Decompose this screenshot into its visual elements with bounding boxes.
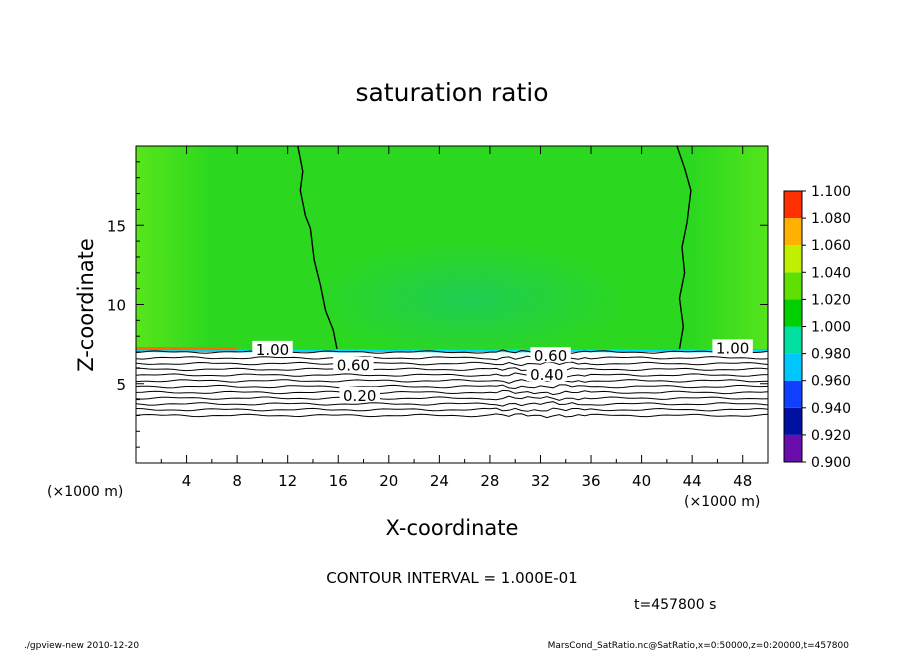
colorbar-label: 0.960	[811, 374, 851, 390]
contour-labels: 1.000.600.200.600.401.00	[252, 339, 753, 405]
x-tick-label: 28	[480, 472, 499, 490]
contour-line	[136, 401, 768, 407]
x-tick-label: 32	[531, 472, 550, 490]
x-tick-label: 48	[733, 472, 752, 490]
colorbar-label: 1.060	[811, 238, 851, 254]
plot-area: 1.000.600.200.600.401.00	[136, 146, 768, 463]
contour-label-bg	[333, 356, 374, 372]
contour-label: 1.00	[716, 339, 749, 357]
contour-1.00-right	[676, 146, 692, 350]
chart-title: saturation ratio	[355, 78, 548, 107]
x-tick-label: 44	[683, 472, 702, 490]
footer-right: MarsCond_SatRatio.nc@SatRatio,x=0:50000,…	[547, 641, 849, 651]
contour-label-bg	[530, 347, 571, 363]
x-tick-label: 12	[278, 472, 297, 490]
colorbar-swatch	[784, 380, 802, 408]
contour-line	[136, 355, 768, 361]
contour-label: 1.00	[256, 341, 289, 359]
colorbar-label: 1.080	[811, 211, 851, 227]
contour-label-bg	[252, 340, 293, 356]
y-axis: 5 10 15	[107, 161, 768, 448]
colorbar-swatch	[784, 245, 802, 273]
x-tick-label: 24	[430, 472, 449, 490]
x-tick-label: 4	[182, 472, 192, 490]
colorbar-swatch	[784, 353, 802, 381]
contour-line	[136, 361, 768, 367]
contour-label: 0.40	[530, 366, 563, 384]
colorbar-swatch	[784, 326, 802, 354]
contour-line	[136, 378, 768, 384]
colorbar-swatch	[784, 191, 802, 219]
x-tick-label: 40	[632, 472, 651, 490]
y-tick-label: 10	[107, 297, 126, 315]
colorbar-label: 1.020	[811, 292, 851, 308]
contour-line	[136, 413, 768, 419]
colorbar-swatch	[784, 218, 802, 246]
contour-label-bg	[526, 366, 567, 382]
contour-interval: CONTOUR INTERVAL = 1.000E-01	[326, 569, 577, 587]
contour-label-bg	[339, 386, 380, 402]
contour-line	[136, 367, 768, 372]
contour-line	[136, 372, 768, 378]
x-unit-left: (×1000 m)	[47, 484, 123, 500]
contour-label-bg	[712, 339, 753, 355]
x-tick-label: 16	[329, 472, 348, 490]
colorbar-swatch	[784, 272, 802, 300]
contour-line	[136, 389, 768, 396]
colorbar-label: 0.980	[811, 347, 851, 363]
x-tick-label: 20	[379, 472, 398, 490]
time-label: t=457800 s	[634, 597, 716, 613]
y-tick-label: 5	[116, 376, 126, 394]
x-tick-label: 8	[232, 472, 242, 490]
colorbar-label: 0.920	[811, 428, 851, 444]
contour-line	[136, 407, 768, 412]
colorbar-label: 0.940	[811, 401, 851, 417]
x-unit-right: (×1000 m)	[684, 494, 760, 510]
colorbar-label: 1.040	[811, 265, 851, 281]
contour-1.00-left	[297, 146, 338, 350]
contour-lines	[136, 349, 768, 419]
contour-label: 0.60	[337, 357, 370, 375]
contour-label: 0.60	[534, 347, 567, 365]
colorbar-swatch	[784, 434, 802, 462]
contour-line	[136, 395, 768, 401]
contour-label: 0.20	[343, 387, 376, 405]
contour-line	[136, 349, 768, 356]
contour-line	[136, 384, 768, 390]
x-tick-label: 36	[581, 472, 600, 490]
colorbar: 0.900 0.920 0.940 0.960 0.980 1.000 1.020 1.040…	[783, 184, 851, 471]
colorbar-label: 0.900	[811, 455, 851, 471]
x-axis-label: X-coordinate	[386, 516, 519, 540]
subsaturated-patch	[310, 240, 630, 360]
y-axis-label: Z-coordinate	[74, 238, 98, 372]
layer-top	[136, 346, 238, 351]
colorbar-swatch	[784, 407, 802, 435]
x-axis: 4 8 12 16 20 24 28 32 36 40 44 48	[160, 146, 752, 490]
colorbar-label: 1.100	[811, 184, 851, 200]
colorbar-label: 1.000	[811, 320, 851, 336]
footer-left: ./gpview-new 2010-12-20	[24, 641, 140, 651]
colorbar-swatch	[784, 299, 802, 327]
y-tick-label: 15	[107, 217, 126, 235]
